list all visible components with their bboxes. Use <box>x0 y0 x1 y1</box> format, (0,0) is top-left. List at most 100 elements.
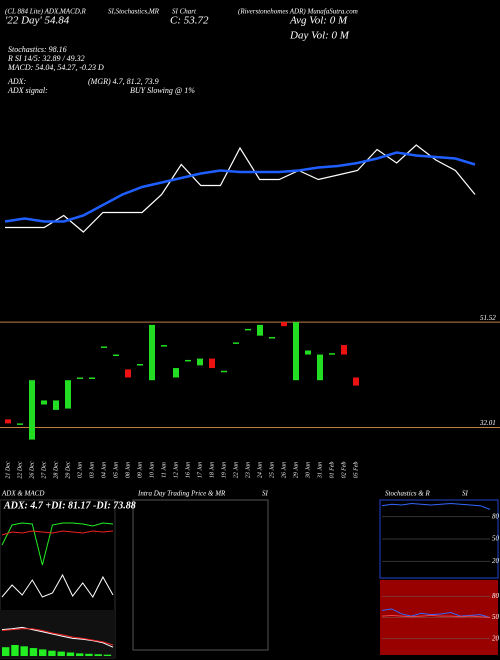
histogram-bar <box>20 646 28 656</box>
candle-body <box>281 322 287 327</box>
header-signal: BUY Slowing @ 1% <box>130 86 195 95</box>
panel-title: SI <box>462 490 469 498</box>
x-tick-label: 29 Jan <box>293 462 299 478</box>
x-tick-label: 26 Dec <box>29 461 35 478</box>
y-tick-label: 80 <box>492 512 500 520</box>
y-tick-label: 50 <box>492 613 500 621</box>
series-line <box>4 151 476 223</box>
histogram-bar <box>39 649 47 656</box>
y-tick-label: 20 <box>492 634 500 642</box>
candle-body <box>173 368 179 378</box>
x-tick-label: 12 Jan <box>173 462 179 478</box>
panel-title: SI <box>262 490 269 498</box>
histogram-bar <box>29 648 38 656</box>
series-line <box>381 614 491 618</box>
candle-body <box>233 342 239 344</box>
candle-body <box>101 346 107 348</box>
series-line <box>1 522 114 566</box>
candle-body <box>113 354 119 357</box>
y-tick-label: 20 <box>492 557 500 565</box>
header-day-vol: Day Vol: 0 M <box>289 30 350 42</box>
header-mid: SI Chart <box>172 8 197 16</box>
x-tick-label: 02 Feb <box>341 462 347 479</box>
x-tick-label: 24 Jan <box>256 462 263 478</box>
histogram-bar <box>11 645 19 656</box>
x-tick-label: 26 Jan <box>281 462 287 478</box>
x-tick-label: 04 Jan <box>100 462 107 478</box>
candle-body <box>221 370 227 373</box>
candle-body <box>89 377 95 379</box>
x-tick-label: 19 Jan <box>221 462 227 478</box>
histogram-bar <box>76 653 84 656</box>
header-stoch: Stochastics: 98.16 <box>8 45 67 54</box>
candle-body <box>317 354 323 381</box>
candle-body <box>245 328 251 331</box>
x-tick-label: 31 Jan <box>317 462 323 479</box>
panel-title: Stochastics & R <box>385 490 430 498</box>
histogram-bar <box>66 652 75 656</box>
candle-body <box>41 400 47 405</box>
y-tick-label: 50 <box>492 535 500 543</box>
x-tick-label: 22 Jan <box>233 462 239 478</box>
x-tick-label: 28 Dec <box>53 461 59 478</box>
x-tick-label: 03 Jan <box>89 462 95 478</box>
histogram-bar <box>57 651 65 656</box>
candle-body <box>353 377 359 386</box>
x-tick-label: 25 Jan <box>269 462 275 478</box>
x-tick-label: 21 Dec <box>5 461 11 478</box>
header-avg-vol: Avg Vol: 0 M <box>289 15 348 27</box>
series-line <box>1 628 114 646</box>
series-line <box>1 626 114 648</box>
series-line <box>5 144 476 233</box>
series-line <box>381 502 491 510</box>
x-tick-label: 29 Dec <box>65 461 71 478</box>
header-right: (Riverstonehomes ADR) MunafaSutra.com <box>238 8 358 16</box>
x-tick-label: 10 Jan <box>149 462 155 478</box>
x-tick-label: 02 Jan <box>77 462 83 478</box>
header-close: C: 53.72 <box>170 15 209 27</box>
x-tick-label: 17 Jan <box>197 462 203 478</box>
x-tick-label: 11 Jan <box>161 462 167 478</box>
candle-body <box>341 345 347 355</box>
series-line <box>1 573 114 598</box>
candle-body <box>65 380 71 409</box>
header-rsi: R SI 14/5: 32.89 / 49.32 <box>7 54 85 63</box>
panel-annotation: ADX: 4.7 +DI: 81.17 -DI: 73.88 <box>3 500 136 511</box>
candle-body <box>53 400 59 410</box>
header-adx-signal: ADX signal: <box>7 86 48 95</box>
candle-body <box>209 358 215 369</box>
level-label: 32.01 <box>479 419 496 427</box>
candle-body <box>77 377 83 379</box>
candle-body <box>17 423 23 425</box>
candle-body <box>185 359 191 362</box>
level-label: 51.52 <box>480 314 496 322</box>
candle-body <box>149 324 155 381</box>
candle-body <box>161 345 167 347</box>
header-day: '22 Day' 54.84 <box>5 15 70 27</box>
candle-body <box>197 358 203 366</box>
x-tick-label: 16 Jan <box>185 462 191 478</box>
histogram-bar <box>103 654 112 656</box>
x-tick-label: 22 Dec <box>17 461 23 478</box>
histogram-bar <box>94 654 102 656</box>
candle-body <box>5 419 11 424</box>
header-adx-vals: (MGR) 4.7, 81.2, 73.9 <box>88 77 159 86</box>
histogram-bar <box>48 650 56 656</box>
x-tick-label: 23 Jan <box>245 462 251 478</box>
candle-body <box>29 380 35 440</box>
x-tick-label: 05 Feb <box>353 462 359 479</box>
x-tick-label: 09 Jan <box>137 462 143 478</box>
x-tick-label: 30 Jan <box>305 462 311 479</box>
histogram-bar <box>85 653 93 656</box>
series-line <box>381 608 491 618</box>
intraday-panel <box>132 499 269 651</box>
candle-body <box>257 324 263 336</box>
x-tick-label: 18 Jan <box>209 462 215 478</box>
candle-body <box>125 369 131 378</box>
header-left2: SI,Stochastics,MR <box>108 8 160 16</box>
histogram-bar <box>2 647 10 656</box>
series-line <box>1 530 114 536</box>
panel-title: ADX & MACD <box>1 490 44 498</box>
